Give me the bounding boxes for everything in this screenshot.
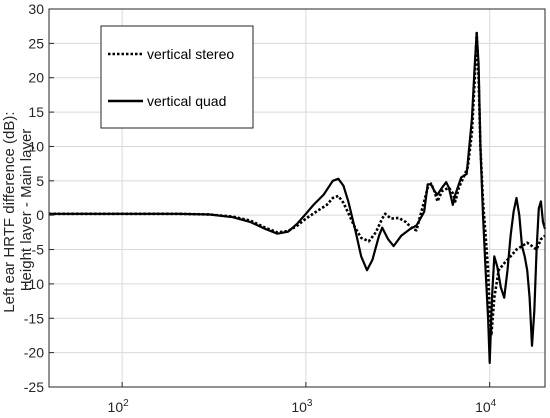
y-tick-label: 10 xyxy=(28,138,44,154)
legend-box xyxy=(100,25,254,129)
legend-label-vertical-quad: vertical quad xyxy=(147,93,226,109)
y-tick-label: 30 xyxy=(28,1,44,17)
x-tick-label: 102 xyxy=(108,398,130,415)
y-tick-label: -15 xyxy=(24,310,44,326)
series-line-vertical-quad xyxy=(49,32,547,364)
y-tick-label: 5 xyxy=(36,173,44,189)
series-line-vertical-stereo xyxy=(49,31,546,337)
legend-label-vertical-stereo: vertical stereo xyxy=(147,46,234,62)
plot-frame xyxy=(48,8,546,388)
x-tick-labels: 102 103 104 xyxy=(108,382,497,415)
x-tick-label: 103 xyxy=(291,398,313,415)
series-lines xyxy=(49,31,547,364)
y-axis-label-line-1: Left ear HRTF difference (dB): xyxy=(1,111,18,312)
y-tick-labels: -25 -20 -15 -10 -5 0 5 10 15 20 25 30 xyxy=(24,1,54,395)
y-tick-label: 25 xyxy=(28,35,44,51)
y-axis-label-line-2: Height layer - Main layer xyxy=(18,129,35,292)
legend: vertical stereo vertical quad xyxy=(100,25,254,129)
y-tick-label: -5 xyxy=(32,242,45,258)
y-tick-label: -10 xyxy=(24,276,44,292)
y-tick-label: 20 xyxy=(28,70,44,86)
y-tick-label: -25 xyxy=(24,379,44,395)
y-axis-label: Left ear HRTF difference (dB): Height la… xyxy=(1,107,35,312)
y-tick-label: -20 xyxy=(24,345,44,361)
y-tick-label: 0 xyxy=(36,207,44,223)
x-tick-label: 104 xyxy=(475,398,497,415)
y-tick-label: 15 xyxy=(28,104,44,120)
